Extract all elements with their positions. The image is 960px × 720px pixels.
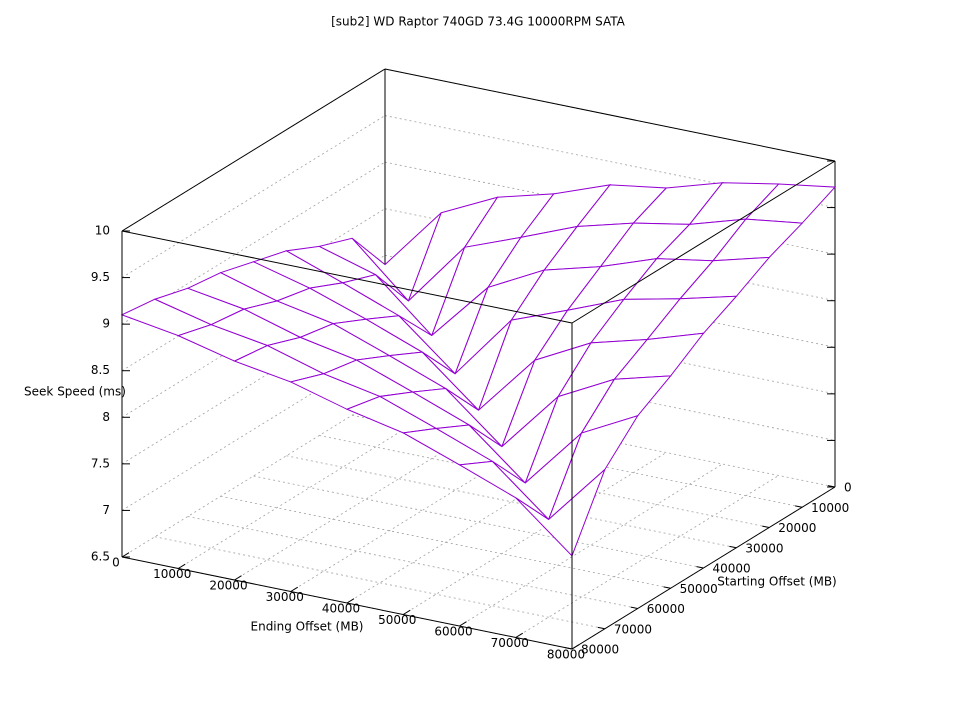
grid-line <box>253 475 704 569</box>
z-tick-label: 7.5 <box>91 456 110 470</box>
grid-line <box>234 417 498 581</box>
grid-line <box>154 536 605 630</box>
tick-mark <box>402 609 411 615</box>
tick-mark <box>177 563 186 569</box>
grid-line <box>319 435 770 528</box>
grid-line <box>346 440 611 604</box>
x-tick-label: 70000 <box>491 636 529 650</box>
tick-mark <box>630 606 638 609</box>
axis-line <box>121 68 386 232</box>
z-tick-label: 9.5 <box>91 270 110 284</box>
y-tick-label: 60000 <box>647 602 685 616</box>
grid-line <box>121 301 386 465</box>
tick-mark <box>290 586 299 592</box>
y-tick-label: 20000 <box>778 521 816 535</box>
grid-line <box>121 394 386 558</box>
z-tick-label: 6.5 <box>91 550 110 564</box>
grid-line <box>384 161 836 255</box>
y-tick-label: 50000 <box>680 582 718 596</box>
y-tick-label: 40000 <box>713 562 751 576</box>
tick-mark <box>564 647 573 650</box>
tick-mark <box>597 626 605 630</box>
axis-line <box>571 160 836 324</box>
tick-mark <box>762 525 770 528</box>
z-tick-label: 9 <box>102 317 110 331</box>
y-tick-label: 30000 <box>745 541 783 555</box>
z-axis-label: Seek Speed (ms) <box>24 385 126 399</box>
z-tick-label: 7 <box>102 503 110 517</box>
grid-line <box>290 429 554 592</box>
tick-mark <box>696 566 704 569</box>
x-axis-label: Ending Offset (MB) <box>251 620 364 634</box>
x-tick-label: 10000 <box>153 567 191 581</box>
z-tick-label: 8 <box>102 410 110 424</box>
x-tick-label: 0 <box>112 556 120 570</box>
x-tick-label: 60000 <box>434 625 472 639</box>
grid-line <box>403 452 667 615</box>
x-tick-label: 80000 <box>547 648 585 662</box>
grid-line <box>220 495 671 589</box>
x-tick-label: 20000 <box>209 579 247 593</box>
grid-line <box>121 348 386 511</box>
tick-mark <box>571 644 580 650</box>
grid-line <box>121 115 386 278</box>
tick-mark <box>234 575 242 581</box>
tick-mark <box>795 505 803 508</box>
grid-line <box>515 475 779 638</box>
grid-line <box>286 455 737 549</box>
grid-line <box>187 516 638 609</box>
tick-mark <box>459 621 467 627</box>
tick-mark <box>515 632 524 638</box>
grid-line <box>384 115 836 208</box>
z-tick-label: 10 <box>95 224 110 238</box>
chart-title: [sub2] WD Raptor 740GD 73.4G 10000RPM SA… <box>331 15 626 29</box>
grid-line <box>459 463 723 627</box>
tick-mark <box>121 552 130 558</box>
tick-mark <box>663 586 671 589</box>
y-tick-label: 70000 <box>614 622 652 636</box>
y-tick-label: 10000 <box>811 501 849 515</box>
tick-mark <box>729 545 737 549</box>
y-tick-label: 80000 <box>581 643 619 657</box>
y-tick-label: 0 <box>844 481 852 495</box>
x-tick-label: 50000 <box>378 613 416 627</box>
axis-line <box>121 230 573 324</box>
tick-mark <box>346 598 355 604</box>
grid-line <box>178 406 442 569</box>
x-tick-label: 30000 <box>266 590 304 604</box>
grid-line <box>121 208 386 372</box>
axis-line <box>384 68 836 162</box>
y-axis-label: Starting Offset (MB) <box>717 575 837 589</box>
grid-line <box>121 254 386 418</box>
z-tick-label: 8.5 <box>91 363 110 377</box>
x-tick-label: 40000 <box>322 602 360 616</box>
tick-mark <box>827 485 836 488</box>
